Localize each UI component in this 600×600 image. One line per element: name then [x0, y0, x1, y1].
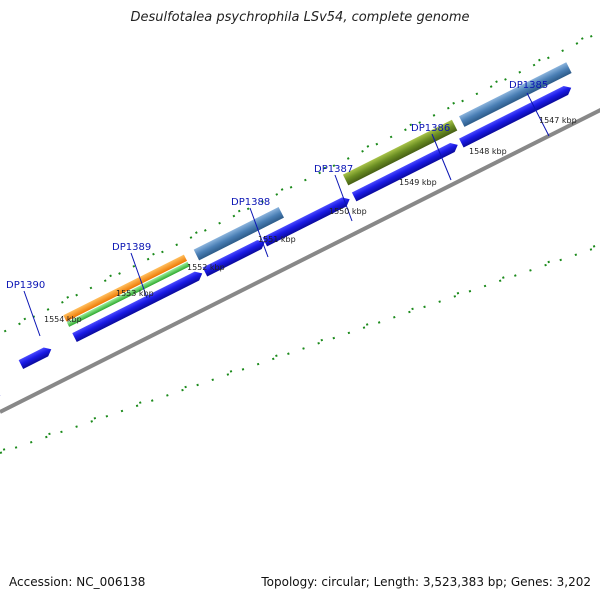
position-label-1552: 1552 kbp — [187, 263, 225, 272]
accession-label: Accession: NC_006138 — [9, 575, 146, 589]
gene-label-dp1390[interactable]: DP1390 — [6, 280, 45, 291]
cds-track — [0, 83, 573, 404]
position-label-1554: 1554 kbp — [44, 315, 82, 324]
position-label-1550: 1550 kbp — [329, 207, 367, 216]
cds-arrow[interactable] — [18, 345, 54, 370]
feature-steelblue[interactable] — [193, 206, 284, 261]
label-leaders — [23, 92, 550, 337]
position-label-1553: 1553 kbp — [116, 289, 154, 298]
outer-tick-ring — [0, 32, 595, 369]
gene-label-dp1389[interactable]: DP1389 — [112, 242, 151, 253]
genome-summary: Topology: circular; Length: 3,523,383 bp… — [261, 575, 591, 589]
cds-arrow[interactable] — [202, 237, 267, 277]
genome-backbone — [0, 86, 600, 414]
cds-arrow[interactable] — [72, 269, 204, 343]
inner-tick-ring — [0, 235, 600, 454]
feature-steelblue[interactable] — [459, 62, 572, 127]
position-label-1548: 1548 kbp — [469, 147, 507, 156]
feature-track — [63, 62, 572, 327]
cds-arrow[interactable] — [459, 83, 573, 148]
cds-arrow[interactable] — [262, 195, 352, 247]
gene-label-dp1387[interactable]: DP1387 — [314, 164, 353, 175]
rrna-feature-orange[interactable] — [63, 254, 188, 322]
cds-arrow[interactable] — [0, 391, 3, 404]
cds-arrow[interactable] — [351, 140, 460, 202]
gene-label-dp1386[interactable]: DP1386 — [411, 123, 450, 134]
gene-label-dp1385[interactable]: DP1385 — [509, 80, 548, 91]
rrna-feature-green[interactable] — [66, 261, 190, 327]
feature-olive[interactable] — [342, 119, 458, 186]
position-label-1547: 1547 kbp — [539, 116, 577, 125]
gene-label-dp1388[interactable]: DP1388 — [231, 197, 270, 208]
map-title: Desulfotalea psychrophila LSv54, complet… — [130, 10, 470, 25]
position-label-1551: 1551 kbp — [258, 235, 296, 244]
position-label-1549: 1549 kbp — [399, 178, 437, 187]
